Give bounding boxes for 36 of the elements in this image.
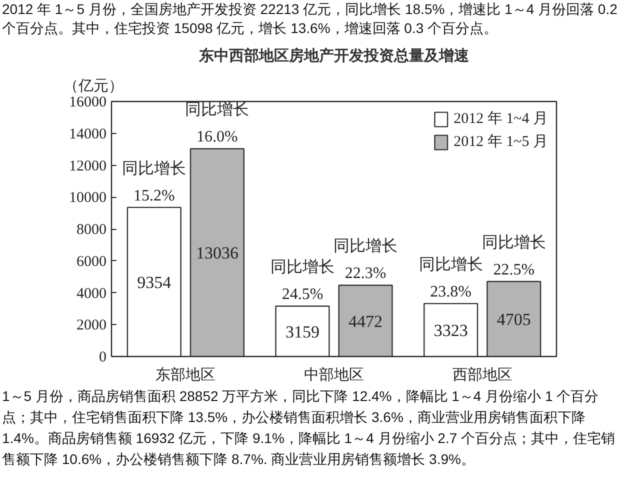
- y-tick-label: 6000: [76, 254, 106, 270]
- text: 2012 年 1～5 月份，全国房地产开发投资 22213 亿元，同比增长 18.5%，增速比 1～4 月份回落 0.2 个百分点。其中，住宅投资 15098 亿元，增长 13.6%，增速回落 0.3 个百分点。: [2, 0, 618, 38]
- annotation: 同比增长 22.5%: [482, 234, 546, 279]
- y-tick-label: 16000: [69, 94, 106, 110]
- y-tick-label: 4000: [76, 286, 106, 302]
- data-label: 13036: [196, 244, 238, 263]
- bar: [275, 306, 330, 356]
- annotation: 同比增长 24.5%: [270, 258, 334, 304]
- text: 1～5 月份，商品房销售面积 28852 万平方米，同比下降 12.4%，降幅比 1～4 月份缩小 1 个百分点；其中，住宅销售面积下降 13.5%，办公楼销售面积增长 3.6%，商业营业用房销售面积下降 1.4%。商品房销售额 16932 亿元，下降 9.1%，降幅比 1～4 月份缩小 2.7 个百分点；其中，住宅销售额下降 10.6%，办公楼销售额下降 8.7%. 商业营业用房销售额增长 3.9%。: [2, 387, 616, 469]
- legend-label: 2012 年 1~5 月: [454, 133, 548, 151]
- bar: [486, 280, 542, 356]
- annotation: 同比增长 22.3%: [334, 237, 398, 282]
- bar: [338, 284, 393, 356]
- annotation: 同比增长 16.0%: [185, 100, 250, 146]
- annotation: 同比增长 15.2%: [122, 159, 186, 204]
- data-label: 3323: [434, 321, 468, 340]
- y-tick-label: 14000: [69, 126, 106, 142]
- data-label: 4472: [348, 312, 383, 331]
- x-tick-label: 东部地区: [156, 366, 216, 384]
- chart-title: 东中西部地区房地产开发投资总量及增速: [198, 46, 470, 64]
- y-tick-label: 2000: [76, 318, 106, 334]
- legend-label: 2012 年 1~4 月: [454, 110, 548, 128]
- y-tick-label: 0: [99, 350, 106, 366]
- data-label: 9354: [137, 272, 172, 292]
- y-tick-label: 12000: [69, 158, 106, 174]
- bar: [424, 302, 478, 356]
- y-tick-label: 10000: [69, 190, 106, 206]
- data-label: 3159: [285, 322, 320, 342]
- bar: [126, 206, 182, 356]
- x-tick-label: 西部地区: [452, 366, 512, 384]
- y-tick-label: 8000: [76, 222, 106, 238]
- bar: [190, 148, 244, 356]
- data-label: 4705: [496, 310, 531, 330]
- x-tick-label: 中部地区: [304, 366, 364, 384]
- y-axis-title: （亿元）: [64, 78, 124, 94]
- annotation: 同比增长 23.8%: [418, 256, 483, 301]
